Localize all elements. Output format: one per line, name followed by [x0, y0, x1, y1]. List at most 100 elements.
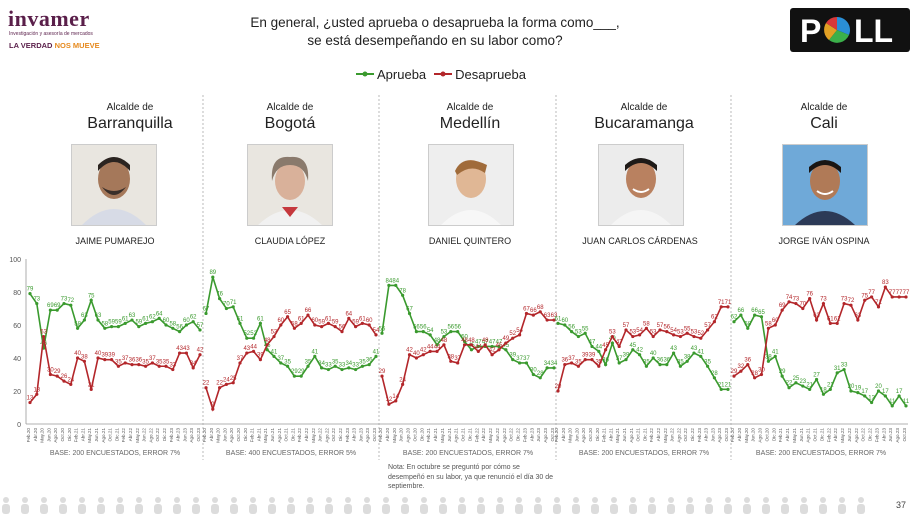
x-tick-label: Abr.21 [608, 428, 613, 442]
data-label-desaprueba: 60 [366, 318, 373, 324]
data-point-desaprueba [712, 320, 717, 324]
data-point-desaprueba [110, 358, 114, 362]
data-label-aprueba: 36 [663, 358, 670, 364]
data-point-desaprueba [211, 407, 215, 411]
data-point-aprueba [712, 376, 717, 380]
data-point-desaprueba [407, 353, 412, 357]
data-label-aprueba: 13 [868, 396, 875, 402]
data-point-desaprueba [511, 336, 515, 340]
person-icon [3, 497, 9, 503]
data-point-desaprueba [191, 366, 195, 370]
x-tick-label: Jun.22 [318, 428, 323, 442]
data-label-desaprueba: 71 [718, 300, 725, 306]
data-label-aprueba: 61 [122, 316, 129, 322]
data-label-desaprueba: 29 [379, 369, 386, 375]
person-icon-body [705, 504, 713, 514]
x-tick-label: Jun.21 [447, 428, 452, 442]
data-point-aprueba [421, 330, 425, 334]
person-icon-body [287, 504, 295, 514]
data-label-aprueba: 20 [875, 384, 882, 390]
data-point-aprueba [103, 326, 107, 330]
data-point-aprueba [184, 323, 188, 327]
data-label-aprueba: 55 [582, 326, 589, 332]
person-icon-body [59, 504, 67, 514]
person-icon [60, 497, 66, 503]
person-icon [79, 497, 85, 503]
person-icon [383, 497, 389, 503]
person-icon [839, 497, 845, 503]
poll-logo-p: P [800, 13, 821, 49]
data-label-aprueba: 79 [27, 287, 34, 293]
data-point-desaprueba [617, 344, 621, 349]
person-icon-body [40, 504, 48, 514]
person-icon [22, 497, 28, 503]
data-point-aprueba [130, 318, 134, 322]
data-point-desaprueba [456, 361, 460, 365]
data-label-aprueba: 34 [544, 361, 551, 367]
data-label-aprueba: 59 [135, 320, 142, 326]
legend-desaprueba: Desaprueba [434, 67, 526, 82]
data-point-aprueba [759, 315, 764, 319]
data-point-desaprueba [483, 343, 487, 347]
x-tick-label: Ago.20 [229, 428, 234, 443]
data-point-aprueba [89, 298, 93, 302]
data-point-aprueba [299, 374, 303, 378]
x-tick-label: Abr.21 [256, 428, 261, 442]
data-label-aprueba: 61 [555, 316, 562, 322]
data-point-desaprueba [347, 316, 351, 320]
x-tick-label: Jun.21 [270, 428, 275, 442]
x-tick-label: Oct.23 [372, 428, 377, 442]
data-point-desaprueba [780, 308, 784, 312]
data-label-desaprueba: 36 [135, 358, 142, 364]
data-point-aprueba [198, 328, 202, 332]
data-label-aprueba: 45 [629, 343, 636, 349]
data-label-desaprueba: 48 [482, 338, 489, 344]
data-label-desaprueba: 52 [509, 331, 516, 337]
data-label-aprueba: 29 [779, 369, 786, 375]
data-label-desaprueba: 66 [530, 308, 537, 314]
data-point-desaprueba [576, 364, 581, 368]
x-tick-label: Ago.22 [324, 428, 329, 443]
x-tick-label: Ago.23 [543, 428, 548, 443]
data-label-desaprueba: 59 [352, 320, 359, 326]
data-label-desaprueba: 30 [758, 368, 765, 374]
data-point-aprueba [442, 334, 446, 339]
data-point-aprueba [96, 318, 100, 322]
person-icon-body [382, 504, 390, 514]
data-point-aprueba [719, 387, 723, 391]
data-point-aprueba [150, 320, 154, 324]
x-tick-label: Feb.20 [730, 428, 735, 443]
data-label-desaprueba: 43 [243, 346, 250, 352]
data-point-desaprueba [870, 295, 874, 299]
data-point-aprueba [511, 358, 515, 362]
data-label-aprueba: 60 [561, 318, 568, 324]
data-label-desaprueba: 24 [67, 377, 74, 383]
data-label-desaprueba: 43 [176, 346, 183, 352]
x-tick-label: May.21 [615, 428, 620, 443]
data-label-desaprueba: 40 [95, 351, 102, 357]
data-point-desaprueba [476, 349, 480, 353]
data-point-aprueba [218, 297, 222, 301]
x-tick-label: Ago.22 [676, 428, 681, 443]
person-icon [41, 497, 47, 503]
data-label-desaprueba: 53 [691, 330, 698, 336]
panel-city: Bogotá [264, 115, 316, 132]
data-point-desaprueba [556, 389, 560, 393]
data-point-aprueba [35, 301, 39, 306]
data-point-desaprueba [644, 326, 649, 330]
data-point-desaprueba [123, 361, 127, 365]
data-label-desaprueba: 35 [163, 359, 170, 365]
data-point-aprueba [340, 367, 344, 372]
data-point-desaprueba [42, 334, 46, 339]
x-tick-label: Abr.23 [704, 428, 709, 442]
data-point-aprueba [753, 313, 757, 317]
data-point-desaprueba [76, 356, 80, 360]
data-label-desaprueba: 72 [848, 298, 855, 304]
data-point-desaprueba [89, 387, 93, 391]
page-number: 37 [896, 500, 907, 510]
x-tick-label: Oct.23 [902, 428, 907, 442]
legend-aprueba: Aprueba [356, 67, 426, 82]
data-label-aprueba: 65 [758, 310, 765, 316]
data-label-desaprueba: 70 [799, 302, 806, 308]
x-tick-label: Ago.21 [454, 428, 459, 443]
